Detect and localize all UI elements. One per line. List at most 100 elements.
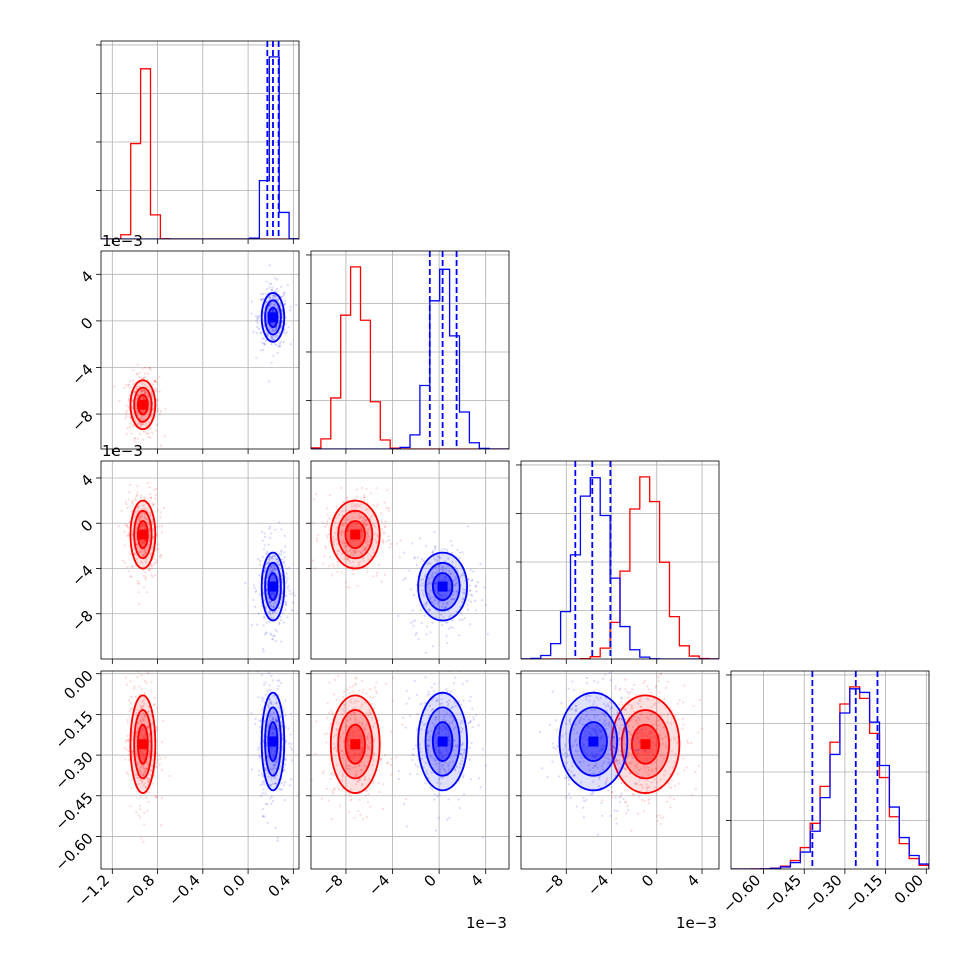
scatter-point bbox=[279, 716, 282, 719]
scatter-point bbox=[153, 557, 156, 560]
scatter-point bbox=[149, 366, 152, 369]
scatter-point bbox=[125, 748, 128, 751]
scatter-point bbox=[155, 795, 158, 798]
scatter-point bbox=[138, 433, 142, 436]
scatter-point bbox=[461, 683, 464, 686]
scatter-point bbox=[689, 741, 693, 745]
scatter-point bbox=[411, 752, 414, 756]
scatter-point bbox=[370, 702, 374, 705]
scatter-point bbox=[641, 734, 644, 737]
scatter-point bbox=[271, 310, 274, 313]
scatter-point bbox=[615, 760, 618, 763]
scatter-point bbox=[635, 783, 638, 786]
scatter-point bbox=[397, 614, 400, 618]
scatter-point bbox=[149, 415, 153, 418]
scatter-point bbox=[143, 714, 147, 717]
scatter-point bbox=[149, 552, 152, 555]
scatter-point bbox=[258, 314, 261, 317]
scatter-point bbox=[441, 566, 444, 569]
scatter-point bbox=[369, 741, 372, 744]
scatter-point bbox=[364, 547, 367, 551]
scatter-point bbox=[264, 792, 267, 795]
scatter-point bbox=[347, 751, 350, 755]
scatter-point bbox=[260, 719, 263, 723]
scatter-point bbox=[433, 798, 436, 801]
scatter-point bbox=[345, 688, 349, 692]
scatter-point bbox=[146, 543, 150, 546]
scatter-point bbox=[437, 731, 440, 734]
scatter-point bbox=[137, 814, 140, 817]
scatter-point bbox=[451, 719, 455, 722]
scatter-point bbox=[429, 562, 432, 565]
scatter-point bbox=[142, 381, 145, 384]
scatter-point bbox=[143, 770, 146, 773]
scatter-point bbox=[139, 753, 142, 756]
scatter-point bbox=[341, 524, 344, 527]
panel-content bbox=[113, 264, 298, 448]
scatter-point bbox=[263, 324, 266, 327]
scatter-point bbox=[359, 813, 362, 816]
scatter-point bbox=[416, 556, 419, 559]
scatter-point bbox=[424, 676, 427, 679]
scatter-point bbox=[151, 754, 155, 757]
scatter-point bbox=[315, 537, 318, 540]
scatter-point bbox=[621, 703, 624, 706]
scatter-point bbox=[263, 532, 266, 535]
scatter-point bbox=[344, 794, 347, 797]
scatter-point bbox=[376, 503, 379, 506]
scatter-point bbox=[268, 702, 271, 705]
scatter-point bbox=[439, 757, 442, 760]
scatter-point bbox=[332, 747, 336, 750]
scatter-point bbox=[139, 525, 142, 528]
scatter-point bbox=[265, 632, 268, 635]
scatter-point bbox=[316, 539, 319, 543]
scatter-point bbox=[146, 385, 149, 389]
scatter-point bbox=[442, 597, 445, 600]
scatter-point bbox=[572, 774, 575, 777]
scatter-point bbox=[408, 569, 411, 572]
scatter-point bbox=[469, 593, 473, 596]
scatter-point bbox=[271, 566, 274, 569]
scatter-point bbox=[473, 599, 477, 602]
scatter-point bbox=[261, 539, 264, 542]
scatter-point bbox=[269, 632, 272, 635]
scatter-point bbox=[599, 696, 602, 700]
scatter-point bbox=[625, 789, 628, 792]
scatter-point bbox=[145, 591, 149, 594]
scatter-point bbox=[263, 758, 266, 761]
scatter-point bbox=[260, 604, 264, 608]
x-tick-label-p1: −1.2 bbox=[75, 871, 113, 909]
scatter-point bbox=[416, 727, 419, 730]
scatter-point bbox=[142, 377, 145, 380]
scatter-point bbox=[640, 783, 644, 787]
scatter-point bbox=[273, 565, 277, 568]
scatter-point bbox=[623, 730, 626, 733]
scatter-point bbox=[404, 726, 407, 729]
scatter-point bbox=[366, 714, 369, 717]
scatter-point bbox=[271, 747, 274, 750]
scatter-point bbox=[258, 774, 261, 777]
scatter-point bbox=[159, 757, 162, 760]
scatter-point bbox=[582, 816, 586, 819]
scatter-point bbox=[273, 634, 276, 637]
scatter-point bbox=[445, 746, 448, 749]
density-peak-red bbox=[137, 739, 148, 750]
scatter-point bbox=[565, 796, 568, 799]
scatter-point bbox=[439, 761, 442, 765]
y-tick-label-p3: −8 bbox=[68, 607, 96, 635]
scatter-point bbox=[575, 805, 578, 808]
scatter-point bbox=[463, 748, 466, 751]
scatter-point bbox=[409, 772, 412, 776]
scatter-point bbox=[133, 687, 136, 690]
panel-r4-c3: −8 −4 0 4 bbox=[516, 670, 720, 899]
scatter-point bbox=[278, 302, 282, 305]
x-tick-label-p4: 0.00 bbox=[891, 871, 927, 907]
scatter-point bbox=[565, 752, 569, 756]
scatter-point bbox=[275, 327, 278, 330]
scatter-point bbox=[654, 767, 658, 770]
scatter-point bbox=[264, 606, 267, 609]
scatter-point bbox=[136, 579, 139, 583]
scatter-point bbox=[149, 769, 152, 772]
scatter-point bbox=[128, 758, 131, 761]
scatter-point bbox=[448, 569, 451, 573]
